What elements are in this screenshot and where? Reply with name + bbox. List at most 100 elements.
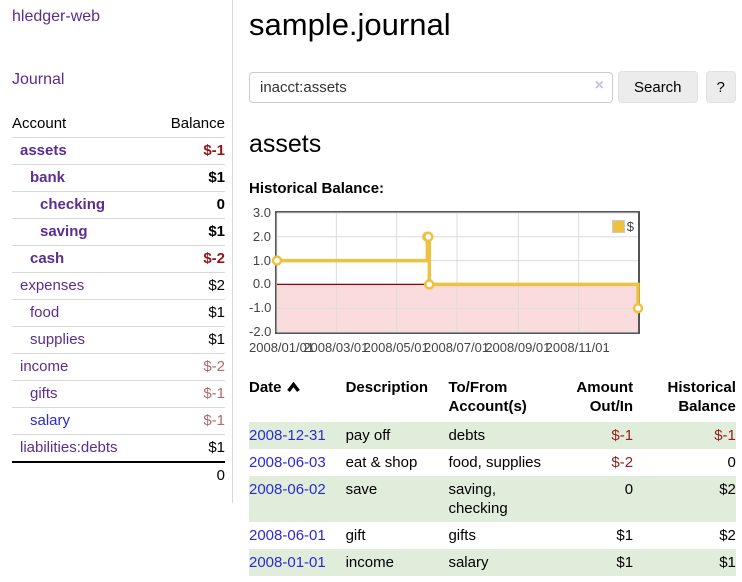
account-link[interactable]: saving: [40, 223, 88, 240]
search-box: ×: [249, 71, 613, 103]
register-header-row: Date Description To/From Account(s) Amou…: [249, 376, 736, 422]
accounts-header-balance: Balance: [170, 115, 225, 132]
legend-label: $: [626, 219, 634, 234]
search-form: × Search ?: [249, 71, 736, 103]
transaction-balance: 0: [727, 454, 736, 471]
y-axis-tick-label: 3.0: [252, 205, 271, 220]
main-content: sample.journal × Search ? assets Histori…: [233, 0, 742, 576]
transaction-amount: $-1: [611, 427, 634, 444]
x-axis-tick-label: 2008/09/01: [485, 340, 551, 355]
transaction-amount: 0: [624, 481, 634, 498]
account-link[interactable]: cash: [30, 250, 65, 267]
accounts-header-account: Account: [12, 115, 67, 132]
account-row: cash $-2: [12, 245, 225, 273]
transaction-accounts: gifts: [448, 527, 476, 544]
chart-plot-area: $: [271, 211, 644, 334]
transaction-amount: $1: [616, 554, 634, 571]
account-balance: 0: [152, 191, 225, 219]
register-table: Date Description To/From Account(s) Amou…: [249, 376, 736, 576]
transaction-date-link[interactable]: 2008-06-03: [249, 454, 326, 471]
account-balance: $-2: [152, 353, 225, 381]
account-balance: $-1: [152, 380, 225, 408]
register-row: 2008-12-31 pay off debts $-1 $-1: [249, 422, 736, 449]
account-heading: assets: [249, 130, 322, 158]
account-link[interactable]: expenses: [20, 277, 85, 294]
account-row: liabilities:debts $1: [12, 434, 225, 462]
account-link[interactable]: checking: [40, 196, 106, 213]
y-axis-tick-label: 2.0: [252, 228, 271, 244]
register-header-amount: Amount Out/In: [576, 379, 634, 415]
sidebar: hledger-web Journal Account Balance asse…: [0, 0, 233, 503]
account-balance: $-1: [152, 137, 225, 165]
transaction-balance: $-1: [714, 427, 736, 444]
account-row: income $-2: [12, 353, 225, 381]
account-link[interactable]: assets: [20, 142, 67, 159]
account-link[interactable]: gifts: [30, 385, 58, 402]
transaction-amount: $-2: [611, 454, 634, 471]
accounts-table: Account Balance assets $-1 bank $1 checking 0…: [12, 112, 225, 489]
transaction-description: eat & shop: [345, 454, 418, 471]
search-input[interactable]: [249, 71, 613, 103]
x-axis-tick-label: 2008/05/01: [363, 340, 429, 355]
y-axis-tick-label: -1.0: [249, 300, 272, 316]
account-balance: $1: [152, 299, 225, 327]
register-row: 2008-06-02 save saving, checking 0 $2: [249, 476, 736, 522]
account-balance: $1: [152, 326, 225, 354]
account-balance: $1: [152, 164, 225, 192]
transaction-accounts: food, supplies: [448, 454, 542, 471]
transaction-date-link[interactable]: 2008-12-31: [249, 427, 326, 444]
register-row: 2008-06-01 gift gifts $1 $2: [249, 522, 736, 549]
transaction-date-link[interactable]: 2008-06-01: [249, 527, 326, 544]
account-balance: $-2: [152, 245, 225, 273]
y-axis-tick-label: 0.0: [252, 276, 271, 292]
chart-title: Historical Balance:: [249, 180, 385, 197]
account-link[interactable]: liabilities:debts: [20, 439, 118, 456]
transaction-amount: $1: [616, 527, 634, 544]
transaction-description: gift: [345, 527, 366, 544]
x-axis-tick-label: 2008/11/01: [545, 340, 610, 355]
transaction-balance: $2: [719, 527, 736, 544]
transaction-accounts: saving, checking: [448, 481, 508, 517]
account-link[interactable]: supplies: [30, 331, 86, 348]
account-link[interactable]: income: [20, 358, 69, 375]
sidebar-item-journal[interactable]: Journal: [12, 71, 65, 88]
account-row: expenses $2: [12, 272, 225, 300]
chevron-up-icon: [286, 381, 300, 393]
account-row: food $1: [12, 299, 225, 327]
search-button[interactable]: Search: [618, 71, 698, 103]
transaction-balance: $2: [719, 481, 736, 498]
transaction-date-link[interactable]: 2008-06-02: [249, 481, 326, 498]
account-row: assets $-1: [12, 137, 225, 165]
register-header-description: Description: [345, 379, 429, 396]
register-header-date[interactable]: Date: [249, 376, 346, 422]
account-row: gifts $-1: [12, 380, 225, 408]
y-axis-tick-label: 1.0: [252, 252, 271, 268]
account-link[interactable]: salary: [30, 412, 71, 429]
account-balance: $-1: [152, 407, 225, 435]
chart-canvas: [271, 212, 644, 333]
account-balance: $1: [152, 434, 225, 462]
x-axis-tick-label: 2008/01/01: [249, 340, 315, 355]
transaction-date-link[interactable]: 2008-01-01: [249, 554, 326, 571]
brand-link[interactable]: hledger-web: [12, 8, 101, 25]
clear-search-icon[interactable]: ×: [594, 76, 604, 94]
x-axis-tick-label: 2008/07/01: [424, 340, 490, 355]
accounts-total-row: 0: [12, 461, 225, 489]
account-balance: $2: [152, 272, 225, 300]
transaction-description: save: [345, 481, 378, 498]
transaction-balance: $1: [719, 554, 736, 571]
register-body: 2008-12-31 pay off debts $-1 $-1 2008-06-03 ea…: [249, 422, 736, 576]
help-button[interactable]: ?: [705, 71, 736, 103]
transaction-accounts: salary: [448, 554, 489, 571]
account-row: salary $-1: [12, 407, 225, 435]
account-row: bank $1: [12, 164, 225, 192]
historical-balance-chart: $ 3.0 2.0 1.0 0.0 -1.0 -2.0 2008/01/01 2008/03/…: [249, 205, 649, 355]
register-header-accounts: To/From Account(s): [448, 379, 527, 415]
account-link[interactable]: bank: [30, 169, 66, 186]
account-row: saving $1: [12, 218, 225, 246]
register-header-balance: Historical Balance: [667, 379, 736, 415]
y-axis-tick-label: -2.0: [249, 324, 272, 339]
account-link[interactable]: food: [30, 304, 60, 321]
account-row: supplies $1: [12, 326, 225, 354]
legend-swatch-icon: [611, 220, 625, 233]
